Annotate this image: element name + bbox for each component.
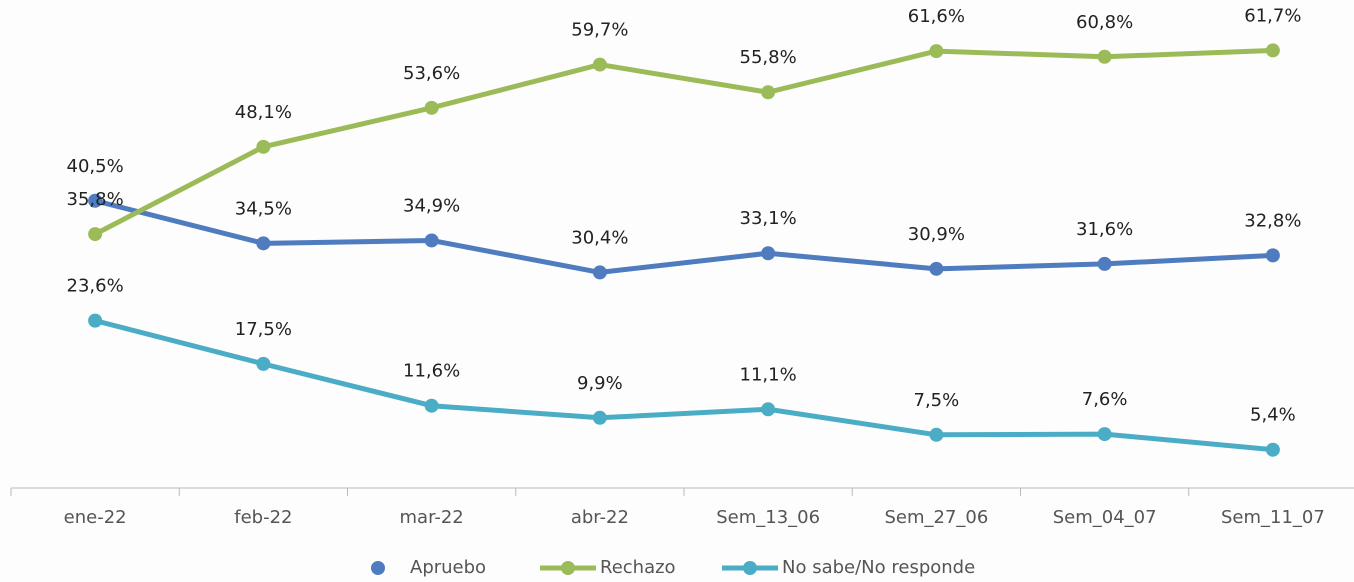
data-label: 30,9% [908,224,965,245]
data-point [1265,442,1280,457]
data-label: 23,6% [67,276,124,297]
data-point [424,100,439,115]
legend-marker [743,561,757,575]
data-label: 61,7% [1244,5,1301,26]
data-point [1097,427,1112,442]
x-tick-label: Sem_11_07 [1221,507,1325,528]
data-label: 55,8% [740,47,797,68]
data-point [761,246,776,261]
data-label: 40,5% [67,156,124,177]
x-tick-label: Sem_13_06 [716,507,820,528]
x-tick-label: Sem_04_07 [1053,507,1157,528]
data-point [256,236,271,251]
data-point [1097,256,1112,271]
data-point [88,193,103,208]
x-tick-label: feb-22 [234,507,292,528]
data-point [424,233,439,248]
data-point [761,402,776,417]
data-point [592,57,607,72]
x-tick-label: ene-22 [64,507,127,528]
data-point [761,85,776,100]
data-point [929,261,944,276]
data-label: 31,6% [1076,219,1133,240]
data-point [1265,248,1280,263]
legend-marker [561,561,575,575]
data-point [592,265,607,280]
data-point [256,139,271,154]
data-label: 11,1% [740,364,797,385]
data-point [1265,43,1280,58]
data-label: 59,7% [571,20,628,41]
legend-label: Apruebo [410,557,486,578]
data-point [929,427,944,442]
x-tick-label: Sem_27_06 [884,507,988,528]
data-label: 7,5% [914,390,960,411]
data-label: 32,8% [1244,210,1301,231]
series-line [93,47,1273,237]
data-label: 60,8% [1076,12,1133,33]
legend-label: No sabe/No responde [782,557,975,578]
data-label: 34,9% [403,195,460,216]
series-line [94,318,1274,453]
data-point [88,227,103,242]
x-tick-label: mar-22 [400,507,464,528]
data-label: 33,1% [740,208,797,229]
data-label: 11,6% [403,361,460,382]
data-point [1097,49,1112,64]
data-label: 17,5% [235,319,292,340]
data-point [424,398,439,413]
data-label: 9,9% [577,373,623,394]
data-label: 35,8% [67,189,124,210]
data-label: 48,1% [235,102,292,123]
legend-label: Rechazo [600,557,676,578]
data-label: 53,6% [403,63,460,84]
data-label: 34,5% [235,198,292,219]
data-point [88,313,103,328]
data-label: 30,4% [571,227,628,248]
data-label: 5,4% [1250,405,1296,426]
legend-marker [371,561,385,575]
data-point [929,44,944,59]
data-point [592,410,607,425]
series-line [94,198,1274,275]
data-label: 61,6% [908,6,965,27]
x-tick-label: abr-22 [571,507,629,528]
data-label: 7,6% [1082,389,1128,410]
data-point [256,356,271,371]
